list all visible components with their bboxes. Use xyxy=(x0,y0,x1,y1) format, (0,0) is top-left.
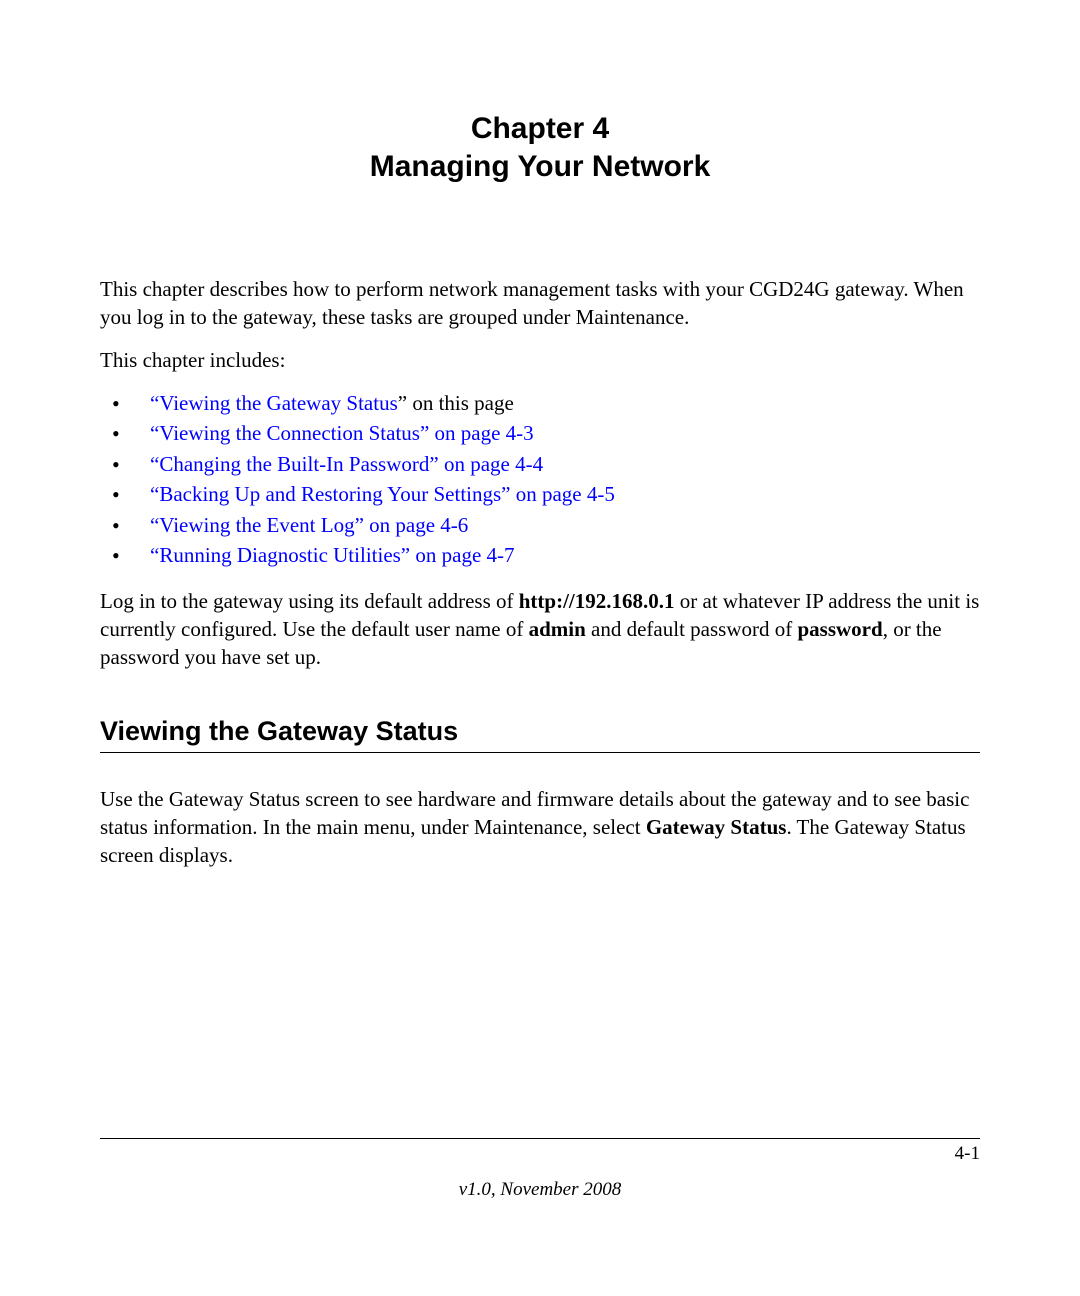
version-text: v1.0, November 2008 xyxy=(100,1179,980,1201)
toc-suffix: ” on this page xyxy=(398,391,514,415)
page-number: 4-1 xyxy=(100,1143,980,1165)
login-mid2: and default password of xyxy=(586,617,798,641)
chapter-title: Managing Your Network xyxy=(370,150,711,183)
toc-item: “Viewing the Connection Status” on page … xyxy=(100,418,980,448)
intro-paragraph-2: This chapter includes: xyxy=(100,346,980,374)
toc-item: “Viewing the Gateway Status” on this pag… xyxy=(100,388,980,418)
intro-paragraph-1: This chapter describes how to perform ne… xyxy=(100,275,980,332)
chapter-heading: Chapter 4 Managing Your Network xyxy=(100,110,980,185)
toc-list: “Viewing the Gateway Status” on this pag… xyxy=(100,388,980,571)
login-pass: password xyxy=(797,617,882,641)
toc-item: “Backing Up and Restoring Your Settings”… xyxy=(100,479,980,509)
toc-link[interactable]: “Viewing the Gateway Status xyxy=(150,391,398,415)
toc-link[interactable]: “Viewing the Event Log” on page 4-6 xyxy=(150,513,468,537)
chapter-number: Chapter 4 xyxy=(471,112,609,145)
login-url: http://192.168.0.1 xyxy=(519,589,675,613)
toc-link[interactable]: “Backing Up and Restoring Your Settings”… xyxy=(150,482,615,506)
login-paragraph: Log in to the gateway using its default … xyxy=(100,587,980,672)
page: Chapter 4 Managing Your Network This cha… xyxy=(0,0,1080,1296)
toc-item: “Running Diagnostic Utilities” on page 4… xyxy=(100,540,980,570)
toc-item: “Viewing the Event Log” on page 4-6 xyxy=(100,510,980,540)
login-user: admin xyxy=(529,617,586,641)
section-heading: Viewing the Gateway Status xyxy=(100,716,980,753)
toc-item: “Changing the Built-In Password” on page… xyxy=(100,449,980,479)
toc-link[interactable]: “Running Diagnostic Utilities” on page 4… xyxy=(150,543,515,567)
login-pre: Log in to the gateway using its default … xyxy=(100,589,519,613)
toc-link[interactable]: “Changing the Built-In Password” on page… xyxy=(150,452,543,476)
section-paragraph: Use the Gateway Status screen to see har… xyxy=(100,785,980,870)
section-bold: Gateway Status xyxy=(646,815,787,839)
footer: 4-1 v1.0, November 2008 xyxy=(100,1138,980,1201)
toc-link[interactable]: “Viewing the Connection Status” on page … xyxy=(150,421,534,445)
